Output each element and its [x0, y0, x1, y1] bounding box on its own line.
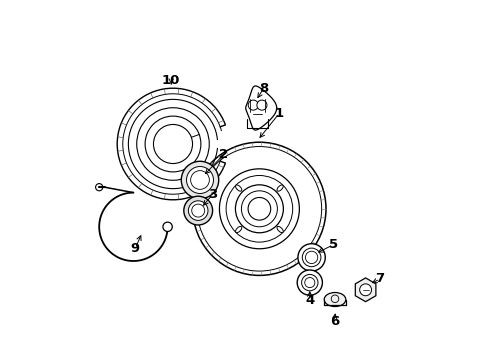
Polygon shape: [245, 86, 277, 130]
Ellipse shape: [277, 185, 283, 191]
Text: 4: 4: [305, 294, 315, 307]
Circle shape: [189, 201, 208, 220]
Text: 8: 8: [259, 82, 269, 95]
Text: 6: 6: [330, 315, 339, 328]
Text: 3: 3: [208, 188, 217, 201]
Ellipse shape: [277, 226, 283, 233]
Circle shape: [187, 167, 214, 193]
Text: 1: 1: [274, 107, 284, 120]
Circle shape: [163, 222, 172, 231]
Text: 5: 5: [329, 238, 338, 251]
Circle shape: [181, 161, 219, 199]
Circle shape: [248, 198, 270, 220]
Circle shape: [360, 284, 371, 296]
Ellipse shape: [324, 292, 346, 306]
Ellipse shape: [236, 185, 242, 191]
Text: 10: 10: [162, 75, 180, 87]
Circle shape: [184, 196, 213, 225]
Text: 9: 9: [131, 242, 140, 255]
Circle shape: [96, 184, 103, 191]
Polygon shape: [355, 278, 376, 302]
Circle shape: [297, 270, 322, 295]
Circle shape: [193, 142, 326, 275]
Ellipse shape: [236, 226, 242, 233]
Text: 7: 7: [375, 273, 385, 285]
Circle shape: [248, 100, 258, 110]
Circle shape: [298, 244, 325, 271]
Circle shape: [235, 185, 283, 233]
Circle shape: [220, 169, 299, 249]
Circle shape: [257, 100, 267, 110]
Text: 2: 2: [219, 148, 228, 161]
